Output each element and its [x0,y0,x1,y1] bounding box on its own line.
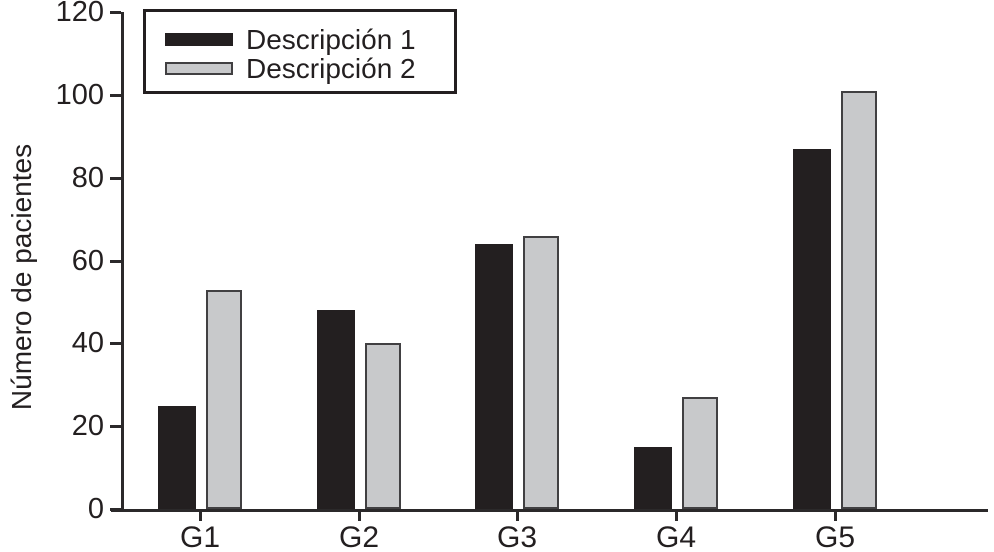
y-tick-80 [110,177,121,180]
y-axis-line [121,12,124,512]
bar-G5-series1 [793,149,831,509]
bar-G1-series2 [206,290,242,509]
x-category-label-G2: G2 [338,521,380,552]
y-tick-label-100: 100 [55,79,104,111]
y-tick-20 [110,425,121,428]
y-tick-60 [110,260,121,263]
legend-item-2: Descripción 2 [165,54,416,83]
bar-G4-series2 [682,397,718,509]
x-tick-G4 [675,512,678,521]
bar-G5-series2 [841,91,877,509]
y-tick-label-0: 0 [87,493,104,525]
bar-G3-series1 [475,244,513,509]
x-category-label-G1: G1 [179,521,221,552]
legend-item-1: Descripción 1 [165,25,416,54]
y-tick-label-40: 40 [71,327,104,359]
bar-G3-series2 [523,236,559,509]
x-tick-G5 [834,512,837,521]
y-tick-label-80: 80 [71,162,104,194]
bar-G4-series1 [634,447,672,509]
x-axis-line [111,509,988,512]
x-tick-G2 [358,512,361,521]
legend-swatch-series2 [165,62,233,75]
legend-swatch-series1 [165,33,233,46]
x-category-label-G5: G5 [814,521,856,552]
x-tick-G3 [516,512,519,521]
y-tick-label-20: 20 [71,410,104,442]
legend-label-series2: Descripción 2 [246,53,416,84]
y-tick-100 [110,94,121,97]
x-category-label-G4: G4 [655,521,697,552]
y-tick-label-120: 120 [55,0,104,28]
x-category-label-G3: G3 [496,521,538,552]
bar-G2-series2 [365,343,401,509]
legend-label-series1: Descripción 1 [246,24,416,55]
y-tick-40 [110,342,121,345]
y-tick-label-60: 60 [71,245,104,277]
legend: Descripción 1 Descripción 2 [143,9,457,94]
bar-G2-series1 [317,310,355,509]
x-tick-G1 [199,512,202,521]
bar-G1-series1 [158,406,196,509]
y-tick-120 [110,11,121,14]
